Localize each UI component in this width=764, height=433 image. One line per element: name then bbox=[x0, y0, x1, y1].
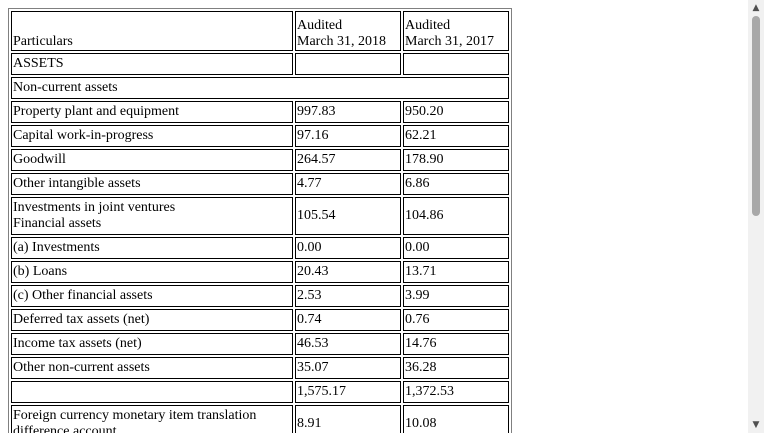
empty-cell bbox=[295, 53, 401, 75]
table-row: Investments in joint ventures Financial a… bbox=[11, 197, 509, 235]
row-label: Other non-current assets bbox=[11, 357, 293, 379]
value-2018: 20.43 bbox=[295, 261, 401, 283]
value-2017: 0.76 bbox=[403, 309, 509, 331]
subtotal-2017: 1,372.53 bbox=[403, 381, 509, 403]
document-viewport: Particulars Audited March 31, 2018 Audite… bbox=[8, 8, 512, 433]
row-label: Other intangible assets bbox=[11, 173, 293, 195]
row-label: Goodwill bbox=[11, 149, 293, 171]
value-2018: 2.53 bbox=[295, 285, 401, 307]
non-current-assets-label: Non-current assets bbox=[11, 77, 509, 99]
value-2017: 104.86 bbox=[403, 197, 509, 235]
scroll-up-arrow-icon[interactable]: ▲ bbox=[752, 3, 760, 13]
table-row: Foreign currency monetary item translati… bbox=[11, 405, 509, 433]
table-row: Deferred tax assets (net) 0.74 0.76 bbox=[11, 309, 509, 331]
row-label: Investments in joint ventures Financial a… bbox=[11, 197, 293, 235]
value-2018: 4.77 bbox=[295, 173, 401, 195]
non-current-assets-row: Non-current assets bbox=[11, 77, 509, 99]
value-2017: 0.00 bbox=[403, 237, 509, 259]
table-row: Income tax assets (net) 46.53 14.76 bbox=[11, 333, 509, 355]
table-row: Goodwill 264.57 178.90 bbox=[11, 149, 509, 171]
table-row: (c) Other financial assets 2.53 3.99 bbox=[11, 285, 509, 307]
scrollbar-thumb[interactable] bbox=[752, 16, 760, 216]
table-row: Property plant and equipment 997.83 950.… bbox=[11, 101, 509, 123]
empty-cell bbox=[403, 53, 509, 75]
header-2018: Audited March 31, 2018 bbox=[295, 11, 401, 51]
row-label: (b) Loans bbox=[11, 261, 293, 283]
table-header-row: Particulars Audited March 31, 2018 Audite… bbox=[11, 11, 509, 51]
value-2017: 6.86 bbox=[403, 173, 509, 195]
value-2017: 62.21 bbox=[403, 125, 509, 147]
row-label: Deferred tax assets (net) bbox=[11, 309, 293, 331]
table-row: Other non-current assets 35.07 36.28 bbox=[11, 357, 509, 379]
row-label: Foreign currency monetary item translati… bbox=[11, 405, 293, 433]
table-row: Other intangible assets 4.77 6.86 bbox=[11, 173, 509, 195]
table-row: (b) Loans 20.43 13.71 bbox=[11, 261, 509, 283]
subtotal-2018: 1,575.17 bbox=[295, 381, 401, 403]
value-2017: 178.90 bbox=[403, 149, 509, 171]
scroll-down-arrow-icon[interactable]: ▼ bbox=[752, 420, 760, 430]
balance-sheet-table: Particulars Audited March 31, 2018 Audite… bbox=[8, 8, 512, 433]
table-row: Capital work-in-progress 97.16 62.21 bbox=[11, 125, 509, 147]
value-2018: 0.00 bbox=[295, 237, 401, 259]
value-2018: 105.54 bbox=[295, 197, 401, 235]
value-2018: 264.57 bbox=[295, 149, 401, 171]
value-2017: 10.08 bbox=[403, 405, 509, 433]
value-2017: 13.71 bbox=[403, 261, 509, 283]
row-label: Capital work-in-progress bbox=[11, 125, 293, 147]
value-2017: 36.28 bbox=[403, 357, 509, 379]
value-2018: 8.91 bbox=[295, 405, 401, 433]
header-2017: Audited March 31, 2017 bbox=[403, 11, 509, 51]
value-2017: 3.99 bbox=[403, 285, 509, 307]
value-2018: 46.53 bbox=[295, 333, 401, 355]
header-particulars: Particulars bbox=[11, 11, 293, 51]
vertical-scrollbar[interactable]: ▲ ▼ bbox=[748, 0, 764, 433]
assets-row: ASSETS bbox=[11, 53, 509, 75]
row-label: (a) Investments bbox=[11, 237, 293, 259]
row-label: Income tax assets (net) bbox=[11, 333, 293, 355]
value-2018: 35.07 bbox=[295, 357, 401, 379]
value-2018: 0.74 bbox=[295, 309, 401, 331]
row-label: (c) Other financial assets bbox=[11, 285, 293, 307]
table-row: (a) Investments 0.00 0.00 bbox=[11, 237, 509, 259]
value-2017: 950.20 bbox=[403, 101, 509, 123]
assets-label: ASSETS bbox=[11, 53, 293, 75]
row-label: Property plant and equipment bbox=[11, 101, 293, 123]
value-2018: 997.83 bbox=[295, 101, 401, 123]
value-2018: 97.16 bbox=[295, 125, 401, 147]
row-label bbox=[11, 381, 293, 403]
subtotal-row: 1,575.17 1,372.53 bbox=[11, 381, 509, 403]
value-2017: 14.76 bbox=[403, 333, 509, 355]
